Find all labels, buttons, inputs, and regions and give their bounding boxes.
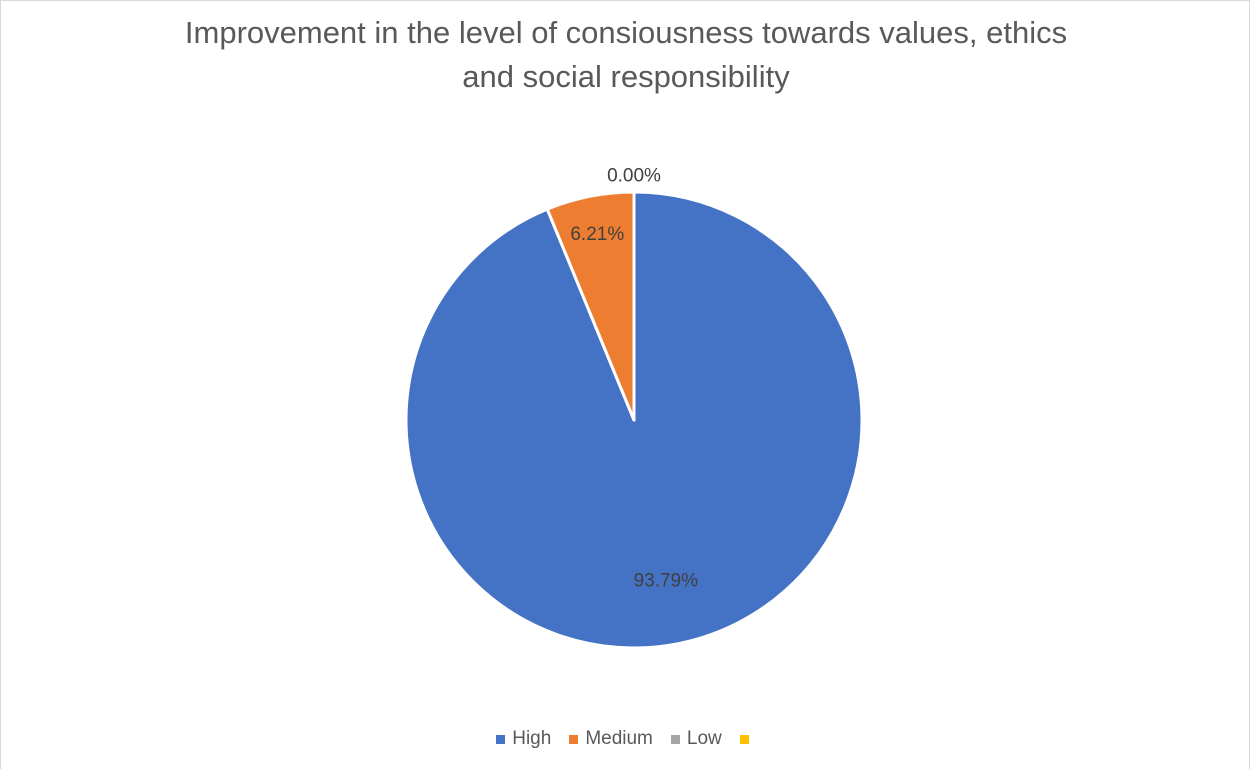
pie-label-low: 0.00% (607, 166, 661, 187)
legend-label-medium: Medium (585, 728, 653, 749)
legend-item-medium: Medium (569, 728, 653, 750)
chart-title-line-1: Improvement in the level of consiousness… (184, 15, 1068, 50)
pie-slice-medium (545, 190, 636, 422)
legend-label-high: High (512, 728, 552, 749)
legend-label-low: Low (686, 728, 722, 749)
legend: High Medium Low (1, 728, 1251, 750)
chart-title: Improvement in the level of consiousness… (1, 11, 1251, 99)
legend-item-unnamed (739, 734, 756, 744)
pie-slices (404, 190, 864, 650)
legend-swatch-low (670, 734, 680, 744)
legend-swatch-high (496, 734, 506, 744)
legend-item-high: High (496, 728, 551, 750)
legend-swatch-unnamed (739, 734, 749, 744)
pie-label-high: 93.79% (634, 571, 699, 592)
legend-swatch-medium (569, 734, 579, 744)
pie-label-medium: 6.21% (570, 224, 624, 245)
chart-title-line-2: and social responsibility (462, 59, 790, 94)
legend-item-low: Low (670, 728, 722, 750)
pie-data-labels: 93.79% 6.21% 0.00% (570, 166, 698, 592)
